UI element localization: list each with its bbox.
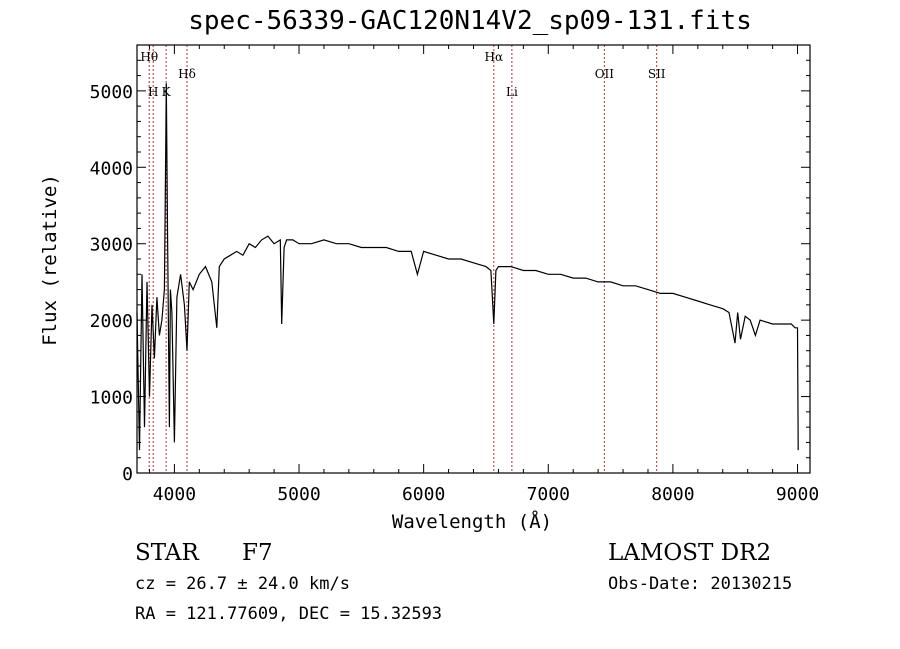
x-tick-label: 6000 [402, 484, 445, 505]
sky-coordinates: RA = 121.77609, DEC = 15.32593 [135, 604, 443, 624]
y-tick-label: 5000 [90, 82, 133, 103]
axis-ticks: 4000 5000 6000 7000 8000 9000 0 1000 2000 3000 400… [90, 45, 819, 505]
y-tick-label: 0 [122, 464, 133, 485]
marker-label: SII [648, 67, 666, 81]
marker-label: H [148, 85, 158, 99]
survey-label: LAMOST DR2 [608, 540, 772, 566]
y-axis-label: Flux (relative) [39, 174, 61, 346]
marker-label: Hδ [178, 67, 196, 81]
y-tick-label: 2000 [90, 311, 133, 332]
y-tick-label: 1000 [90, 388, 133, 409]
y-tick-label: 3000 [90, 235, 133, 256]
redshift-cz: cz = 26.7 ± 24.0 km/s [135, 574, 350, 594]
object-subclass: F7 [242, 540, 273, 566]
x-tick-label: 4000 [153, 484, 196, 505]
object-type: STAR [135, 540, 199, 566]
observation-date: Obs-Date: 20130215 [608, 574, 793, 594]
marker-label: Hθ [140, 50, 158, 64]
x-tick-label: 7000 [527, 484, 570, 505]
spectrum-series [136, 83, 799, 451]
marker-label: Hα [485, 50, 504, 64]
marker-label: OII [595, 67, 615, 81]
marker-label: Li [506, 85, 518, 99]
x-tick-label: 9000 [776, 484, 819, 505]
plot-frame [136, 44, 811, 474]
x-tick-label: 8000 [651, 484, 694, 505]
chart-title: spec-56339-GAC120N14V2_sp09-131.fits [188, 6, 752, 36]
y-tick-label: 4000 [90, 158, 133, 179]
x-axis-label: Wavelength (Å) [391, 511, 553, 533]
x-tick-label: 5000 [277, 484, 320, 505]
spectrum-line [136, 83, 799, 451]
